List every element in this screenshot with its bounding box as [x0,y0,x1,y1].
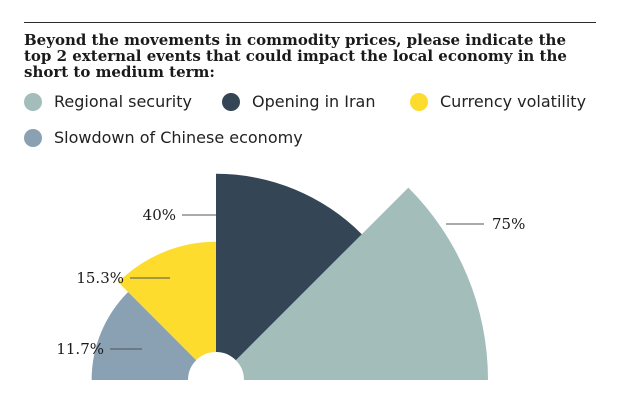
value-label-currency-volatility: 15.3% [76,269,124,287]
chart-question: Beyond the movements in commodity prices… [24,31,567,81]
legend-item-opening-in-iran: Opening in Iran [222,92,375,111]
legend-swatch-currency-volatility [410,92,428,111]
value-label-opening-in-iran: 40% [143,206,176,224]
legend-item-slowdown-of-chinese-economy: Slowdown of Chinese economy [24,128,303,147]
legend-swatch-opening-in-iran [222,92,240,111]
value-label-slowdown-of-chinese-economy: 11.7% [56,340,104,358]
slice-currency-volatility [118,241,216,361]
slice-opening-in-iran [216,173,362,361]
legend-item-currency-volatility: Currency volatility [410,92,586,111]
value-label-regional-security: 75% [492,215,525,233]
legend-label-opening-in-iran: Opening in Iran [252,92,376,111]
legend-swatch-regional-security [24,92,42,111]
legend-swatch-slowdown-of-chinese-economy [24,128,42,147]
slice-slowdown-of-chinese-economy [91,292,197,380]
legend-label-regional-security: Regional security [54,92,192,111]
legend-item-regional-security: Regional security [24,92,192,111]
slice-regional-security [235,187,488,380]
top-rule [24,22,596,23]
legend-label-currency-volatility: Currency volatility [440,92,587,111]
legend-label-slowdown-of-chinese-economy: Slowdown of Chinese economy [54,128,303,147]
